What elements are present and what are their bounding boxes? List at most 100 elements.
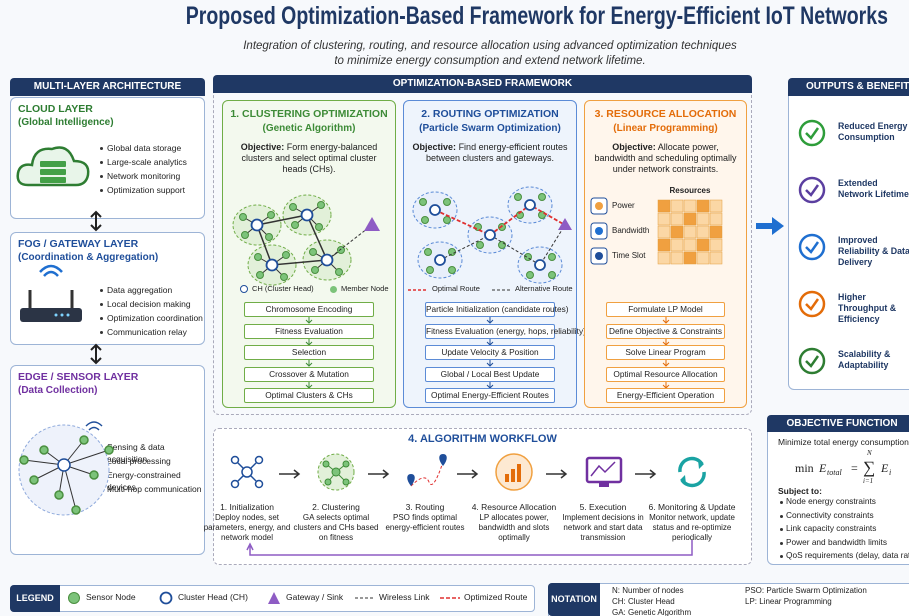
bullet xyxy=(100,317,103,320)
workflow-icon xyxy=(227,452,269,494)
legend-text: Alternative Route xyxy=(515,283,577,295)
bullet xyxy=(100,175,103,178)
resource-grid xyxy=(658,200,724,266)
layer-item: Communication relay xyxy=(107,326,205,340)
bullet xyxy=(100,303,103,306)
workflow-arrow xyxy=(279,470,301,478)
output-text: Improved Reliability & Data Delivery xyxy=(838,235,909,265)
routing-diagram xyxy=(410,180,575,285)
layer-item: Optimization support xyxy=(107,184,205,198)
section-header: OUTPUTS & BENEFITS xyxy=(788,78,909,96)
constraint: Node energy constraints xyxy=(786,496,909,508)
legend-text: Optimized Route xyxy=(464,592,554,604)
step-arrow xyxy=(306,382,312,388)
feedback-arrow xyxy=(247,540,697,560)
step-arrow xyxy=(306,317,312,323)
arrow xyxy=(88,210,104,232)
step-arrow xyxy=(487,360,493,366)
legend-symbol xyxy=(355,591,375,605)
step-box: Crossover & Mutation xyxy=(244,367,374,382)
bullet xyxy=(780,555,783,558)
output-icon xyxy=(797,118,827,148)
title: Proposed Optimization-Based Framework fo… xyxy=(186,2,794,32)
output-icon xyxy=(797,175,827,205)
legend-symbol xyxy=(266,591,286,605)
layer-item: Data aggregation xyxy=(107,284,205,298)
workflow-icon xyxy=(405,452,447,494)
resource-icon xyxy=(590,197,608,215)
formula-lhs: E xyxy=(819,461,826,476)
workflow-title: 4. ALGORITHM WORKFLOW xyxy=(213,433,752,447)
step-arrow xyxy=(663,339,669,345)
output-text: Higher Throughput & Efficiency xyxy=(838,292,909,322)
output-icon xyxy=(797,289,827,319)
formula-term: E xyxy=(881,461,888,476)
resource-row: Power xyxy=(612,200,657,212)
constraint: QoS requirements (delay, data rate) xyxy=(786,550,909,562)
workflow-arrow xyxy=(546,470,568,478)
section-header: OBJECTIVE FUNCTION xyxy=(767,415,909,432)
subtitle: Integration of clustering, routing, and … xyxy=(180,40,800,55)
notation-item: PSO: Particle Swarm Optimization xyxy=(745,585,905,596)
resource-row: Time Slot xyxy=(612,250,657,262)
notation-item: GA: Genetic Algorithm xyxy=(612,607,772,616)
formula-eq: = xyxy=(851,461,858,476)
workflow-arrow xyxy=(368,470,390,478)
workflow-arrow xyxy=(635,470,657,478)
step-box: Fitness Evaluation (energy, hops, reliab… xyxy=(425,324,555,339)
formula-upper: N xyxy=(867,449,872,457)
step-arrow xyxy=(663,382,669,388)
step-box: Global / Local Best Update xyxy=(425,367,555,382)
router-icon xyxy=(16,262,86,322)
legend-line xyxy=(492,289,512,291)
workflow-icon xyxy=(494,452,536,494)
step-arrow xyxy=(487,317,493,323)
bullet xyxy=(780,542,783,545)
bullet xyxy=(780,528,783,531)
bullet xyxy=(780,515,783,518)
step-arrow xyxy=(663,360,669,366)
legend-text: Member Node xyxy=(341,283,401,295)
output-text: Reduced Energy Consumption xyxy=(838,121,909,151)
formula-term-sub: i xyxy=(889,468,891,477)
module-method: (Genetic Algorithm) xyxy=(222,123,396,137)
step-box: Update Velocity & Position xyxy=(425,345,555,360)
objective-label: Objective: xyxy=(612,142,656,152)
formula-lower: i=1 xyxy=(863,477,873,485)
step-box: Optimal Clusters & CHs xyxy=(244,388,374,403)
step-box: Selection xyxy=(244,345,374,360)
workflow-icon xyxy=(672,452,714,494)
layer-item: Large-scale analytics xyxy=(107,156,205,170)
output-icon xyxy=(797,346,827,376)
module-title: 1. CLUSTERING OPTIMIZATION xyxy=(222,108,396,122)
layer-item: Local decision making xyxy=(107,298,205,312)
formula: minEtotal=∑Ni=1Ei xyxy=(795,452,905,482)
step-box: Solve Linear Program xyxy=(606,345,725,360)
bullet xyxy=(100,331,103,334)
big-arrow xyxy=(756,215,784,237)
step-arrow xyxy=(306,339,312,345)
step-box: Fitness Evaluation xyxy=(244,324,374,339)
layer-title: FOG / GATEWAY LAYER xyxy=(18,238,203,252)
sensor-network xyxy=(14,370,124,530)
step-box: Define Objective & Constraints xyxy=(606,324,725,339)
cluster-diagram xyxy=(232,185,392,285)
legend-symbol xyxy=(440,591,460,605)
step-arrow xyxy=(487,382,493,388)
output-text: Extended Network Lifetime xyxy=(838,178,909,208)
objective: Objective: Find energy-efficient routes … xyxy=(411,142,569,184)
cloud-icon xyxy=(16,135,91,195)
bullet xyxy=(780,501,783,504)
step-box: Chromosome Encoding xyxy=(244,302,374,317)
layer-subtitle: (Global Intelligence) xyxy=(18,117,203,131)
step-box: Formulate LP Model xyxy=(606,302,725,317)
legend-ch xyxy=(240,285,248,293)
notation-item: LP: Linear Programming xyxy=(745,596,905,607)
legend-line xyxy=(408,289,428,291)
objective-intro: Minimize total energy consumption xyxy=(778,437,909,449)
legend-title: LEGEND xyxy=(10,585,60,612)
legend-text: Optimal Route xyxy=(432,283,492,295)
step-box: Optimal Energy-Efficient Routes xyxy=(425,388,555,403)
legend-text: Cluster Head (CH) xyxy=(178,592,268,604)
step-box: Optimal Resource Allocation xyxy=(606,367,725,382)
